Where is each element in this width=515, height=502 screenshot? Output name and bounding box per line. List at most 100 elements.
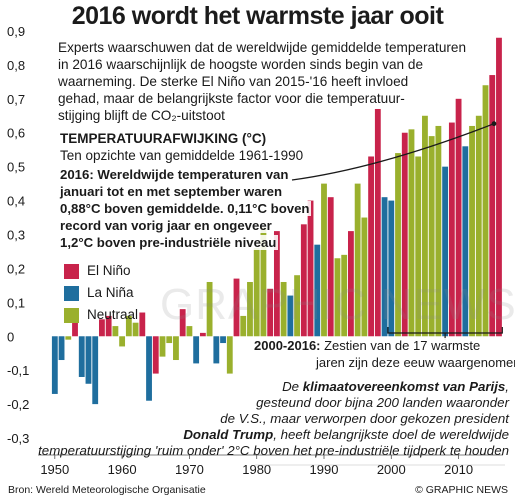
highlight-text-line: 0,88°C boven gemiddelde. 0,11°C boven (58, 201, 312, 216)
bar-2000 (388, 200, 395, 337)
legend-swatch-neutral (64, 308, 79, 323)
y-tick-label: 0,3 (7, 228, 25, 243)
watermark: GRAPHIC NEWS (160, 280, 515, 329)
paris-agreement-line: de V.S., maar verworpen door gekozen pre… (220, 411, 509, 426)
bar-1971 (193, 336, 200, 364)
bar-1963 (139, 312, 146, 337)
copyright: © GRAPHIC NEWS (415, 484, 508, 496)
bar-1965 (152, 336, 159, 374)
y-tick-label: 0,4 (7, 194, 25, 209)
paris-agreement-line: temperatuurstijging 'ruim onder' 2°C bov… (38, 443, 509, 458)
legend-label-el-nino: El Niño (87, 263, 131, 278)
bar-2007 (435, 125, 442, 337)
bar-1954 (78, 336, 85, 377)
intro-text-line: waarneming. De sterke El Niño van 2015-'… (58, 74, 409, 89)
bar-1955 (85, 336, 92, 384)
bar-1957 (99, 319, 105, 337)
y-tick-label: 0,1 (7, 295, 25, 310)
section-title: TEMPERATUURAFWIJKING (°C) (60, 131, 267, 146)
paris-text: temperatuurstijging 'ruim onder' 2°C bov… (38, 443, 509, 458)
y-tick-label: -0,3 (7, 431, 29, 446)
y-tick-label: 0,6 (7, 126, 25, 141)
paris-text: de V.S., maar verworpen door gekozen pre… (220, 411, 509, 426)
section-subtitle: Ten opzichte van gemiddelde 1961-1990 (60, 148, 304, 163)
bar-1984 (280, 281, 287, 337)
y-tick-label: 0,5 (7, 160, 25, 175)
bar-1982 (267, 288, 274, 337)
y-tick-label: 0,7 (7, 92, 25, 107)
highlight-text-line: januari tot en met september waren (58, 184, 285, 199)
bar-1975 (220, 336, 226, 344)
bar-1967 (166, 336, 173, 344)
x-tick-label: 1960 (108, 462, 137, 477)
legend-label-neutral: Neutraal (87, 307, 139, 322)
bar-2016 (496, 37, 502, 337)
bar-1988 (307, 200, 314, 337)
bar-1958 (105, 315, 112, 337)
bar-1999 (381, 197, 388, 337)
y-tick-label: 0,8 (7, 58, 25, 73)
bar-1970 (186, 326, 193, 337)
paris-agreement-line: gesteund door bijna 200 landen waaronder (256, 395, 509, 410)
bar-1989 (314, 244, 321, 337)
bar-2010 (455, 98, 462, 337)
x-tick-label: 2010 (444, 462, 473, 477)
x-tick-label: 1950 (40, 462, 69, 477)
bar-1966 (159, 336, 166, 357)
bar-2012 (469, 125, 475, 337)
paris-text-bold: Donald Trump (183, 427, 274, 442)
bar-1981 (260, 227, 267, 337)
bar-1997 (368, 156, 375, 337)
warmest-years-note-text: Zestien van de 17 warmste (320, 338, 481, 353)
source-credit: Bron: Wereld Meteorologische Organisatie (8, 484, 206, 496)
paris-text: , (505, 379, 509, 394)
intro-text-line: stijging blijft de CO₂-uitstoot (58, 108, 225, 123)
bar-2005 (422, 115, 428, 337)
bar-1995 (354, 183, 361, 337)
y-tick-label: -0,1 (7, 363, 29, 378)
bar-1980 (253, 248, 260, 337)
x-tick-label: 1980 (242, 462, 271, 477)
intro-text-line: in 2016 waarschijnlijk de hoogste worden… (58, 57, 424, 72)
bar-2011 (462, 146, 469, 337)
annotation-arrow (291, 123, 495, 181)
paris-text: gesteund door bijna 200 landen waaronder (256, 395, 509, 410)
bar-2014 (482, 85, 489, 337)
bar-1973 (206, 281, 213, 337)
y-tick-label: -0,2 (7, 397, 29, 412)
bar-1956 (92, 336, 99, 405)
paris-text-bold: klimaatovereenkomst van Parijs (302, 379, 506, 394)
bar-1950 (51, 336, 58, 394)
y-tick-label: 0,2 (7, 261, 25, 276)
legend-swatch-la-nina (64, 286, 79, 301)
warmest-years-note-period: 2000-2016: (254, 338, 321, 353)
paris-agreement-line: De klimaatovereenkomst van Parijs, (282, 379, 509, 394)
bar-1976 (226, 336, 233, 374)
bar-1990 (321, 183, 327, 337)
bar-2015 (489, 75, 496, 337)
bar-2004 (415, 156, 422, 337)
bar-1968 (173, 336, 179, 361)
highlight-text-line: 1,2°C boven pre-industriële niveau (58, 235, 279, 250)
bar-1985 (287, 295, 294, 337)
intro-text-line: gehad, maar de belangrijkste factor voor… (58, 91, 405, 106)
bar-2013 (475, 115, 482, 337)
bar-1959 (112, 326, 119, 337)
page-title: 2016 wordt het warmste jaar ooit (71, 2, 444, 30)
y-tick-label: 0 (7, 329, 14, 344)
paris-text: De (282, 379, 303, 394)
bar-1992 (334, 258, 341, 337)
x-tick-label: 1970 (175, 462, 204, 477)
bar-1994 (348, 231, 354, 337)
bar-1996 (361, 217, 368, 337)
bar-1977 (233, 278, 240, 337)
bar-1969 (179, 309, 186, 337)
bar-2002 (401, 132, 408, 337)
bar-2003 (408, 129, 415, 337)
x-tick-label: 2000 (377, 462, 406, 477)
bar-1974 (213, 336, 220, 364)
annotation-arrow-dot (491, 121, 497, 127)
warmest-years-note: 2000-2016: Zestien van de 17 warmste (254, 338, 481, 353)
